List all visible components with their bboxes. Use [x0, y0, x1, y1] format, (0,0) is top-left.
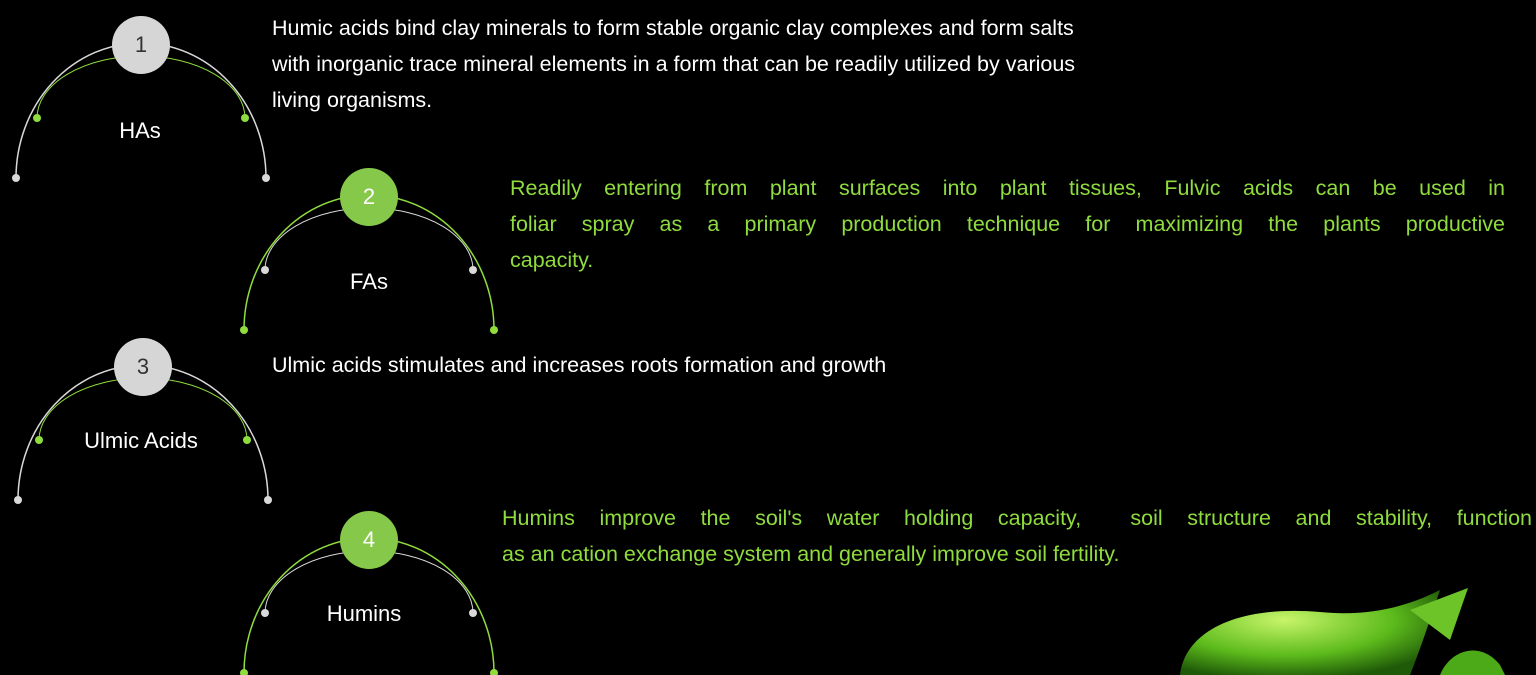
description-line: living organisms.: [272, 82, 1075, 118]
description-line: Humins improve the soil's water holding …: [502, 500, 1532, 536]
description-line: Readily entering from plant surfaces int…: [510, 170, 1505, 206]
step-number: 4: [363, 527, 375, 553]
description-line: capacity.: [510, 242, 1505, 278]
arc-dot: [243, 436, 251, 444]
arc-dot: [241, 114, 249, 122]
leaf: [1180, 590, 1440, 675]
arc-dot: [14, 496, 22, 504]
arc-dot: [469, 266, 477, 274]
leaf: [1440, 651, 1505, 675]
step-description: Readily entering from plant surfaces int…: [510, 170, 1505, 278]
step-description: Ulmic acids stimulates and increases roo…: [272, 347, 886, 383]
arc-dot: [261, 266, 269, 274]
step-description: Humic acids bind clay minerals to form s…: [272, 10, 1075, 118]
arc-dot: [240, 669, 248, 675]
step-label: Ulmic Acids: [84, 428, 198, 454]
step-label: FAs: [350, 269, 388, 295]
step-number: 3: [137, 354, 149, 380]
step-label: Humins: [327, 601, 402, 627]
arc-dot: [12, 174, 20, 182]
arc-dot: [262, 174, 270, 182]
step-label: HAs: [119, 118, 161, 144]
arc-dot: [35, 436, 43, 444]
description-line: Humic acids bind clay minerals to form s…: [272, 10, 1075, 46]
arc-dot: [261, 609, 269, 617]
description-line: foliar spray as a primary production tec…: [510, 206, 1505, 242]
arc-dot: [33, 114, 41, 122]
step-description: Humins improve the soil's water holding …: [502, 500, 1532, 572]
step-number: 2: [363, 184, 375, 210]
slide: 1 HAs Humic acids bind clay minerals to fo…: [0, 0, 1536, 675]
arc-dot: [240, 326, 248, 334]
description-line: Ulmic acids stimulates and increases roo…: [272, 347, 886, 383]
arc-dot: [490, 669, 498, 675]
description-line: as an cation exchange system and general…: [502, 536, 1532, 572]
arc-dot: [469, 609, 477, 617]
description-line: with inorganic trace mineral elements in…: [272, 46, 1075, 82]
step-number: 1: [135, 32, 147, 58]
arc-dot: [490, 326, 498, 334]
arc-dot: [264, 496, 272, 504]
